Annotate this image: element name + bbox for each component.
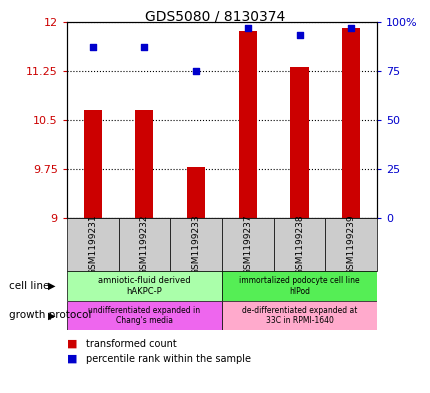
Bar <box>221 218 273 271</box>
Text: ■: ■ <box>67 354 77 364</box>
Bar <box>67 271 221 301</box>
Text: GDS5080 / 8130374: GDS5080 / 8130374 <box>145 10 285 24</box>
Text: GSM1199239: GSM1199239 <box>346 214 355 275</box>
Point <box>141 44 147 50</box>
Bar <box>83 110 101 218</box>
Text: GSM1199231: GSM1199231 <box>88 214 97 275</box>
Text: undifferentiated expanded in
Chang's media: undifferentiated expanded in Chang's med… <box>88 306 200 325</box>
Point <box>244 24 251 31</box>
Bar <box>273 218 325 271</box>
Point <box>89 44 96 50</box>
Text: ▶: ▶ <box>48 281 55 291</box>
Bar <box>290 68 308 218</box>
Bar <box>221 271 376 301</box>
Bar <box>238 31 256 218</box>
Text: de-differentiated expanded at
33C in RPMI-1640: de-differentiated expanded at 33C in RPM… <box>241 306 356 325</box>
Text: GSM1199238: GSM1199238 <box>295 214 303 275</box>
Bar <box>170 218 221 271</box>
Text: immortalized podocyte cell line
hIPod: immortalized podocyte cell line hIPod <box>239 276 359 296</box>
Text: ■: ■ <box>67 339 77 349</box>
Bar <box>341 28 359 218</box>
Text: growth protocol: growth protocol <box>9 310 91 320</box>
Text: GSM1199233: GSM1199233 <box>191 214 200 275</box>
Bar <box>325 218 376 271</box>
Bar <box>67 218 118 271</box>
Text: cell line: cell line <box>9 281 49 291</box>
Bar <box>118 218 170 271</box>
Text: percentile rank within the sample: percentile rank within the sample <box>86 354 251 364</box>
Point <box>347 24 354 31</box>
Bar <box>187 167 205 218</box>
Text: ▶: ▶ <box>48 310 55 320</box>
Text: transformed count: transformed count <box>86 339 177 349</box>
Point <box>192 68 199 74</box>
Bar <box>67 301 221 330</box>
Point <box>295 32 302 39</box>
Bar <box>135 110 153 218</box>
Text: GSM1199232: GSM1199232 <box>140 215 148 275</box>
Text: amniotic-fluid derived
hAKPC-P: amniotic-fluid derived hAKPC-P <box>98 276 190 296</box>
Text: GSM1199237: GSM1199237 <box>243 214 252 275</box>
Bar <box>221 301 376 330</box>
